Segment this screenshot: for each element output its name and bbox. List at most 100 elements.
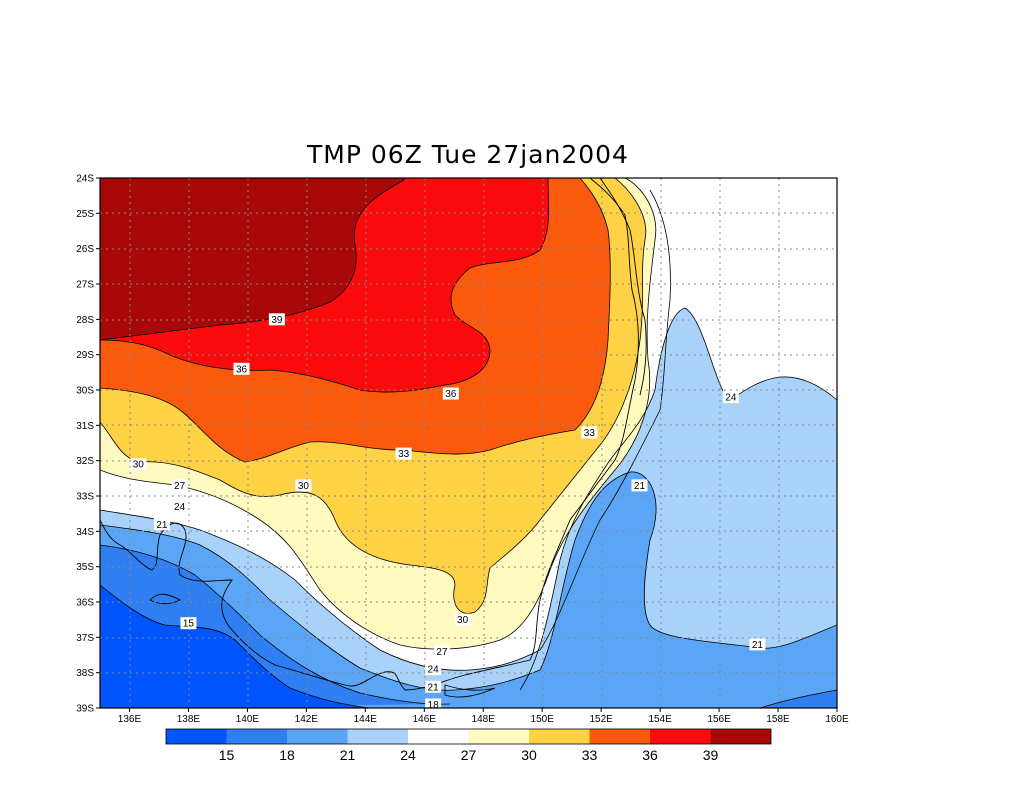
band-gt39 [100, 178, 405, 340]
colorbar-swatch [529, 729, 590, 744]
colorbar-swatch [166, 729, 227, 744]
contour-label: 24 [722, 391, 739, 404]
lat-tick-label: 35S [76, 562, 94, 573]
band-15-18-offshore [760, 690, 837, 708]
contour-label: 21 [631, 479, 648, 492]
lon-tick-label: 142E [295, 714, 319, 725]
colorbar: 15 18 21 24 27 30 33 36 39 [165, 728, 772, 763]
colorbar-swatch [408, 729, 469, 744]
colorbar-swatch [468, 729, 529, 744]
contour-label-bg [581, 426, 598, 439]
lon-tick-label: 156E [707, 714, 731, 725]
colorbar-swatch [650, 729, 711, 744]
colorbar-label: 15 [219, 747, 235, 763]
lat-tick-label: 38S [76, 668, 94, 679]
contour-label: 21 [425, 680, 442, 693]
contour-label: 15 [180, 617, 197, 630]
lat-tick-label: 30S [76, 386, 94, 397]
lat-tick-label: 31S [76, 421, 94, 432]
contour-label-text: 15 [183, 619, 195, 630]
contour-label-text: 39 [271, 315, 283, 326]
contour-label-text: 27 [436, 647, 448, 658]
contour-label-text: 27 [174, 481, 186, 492]
lat-tick-label: 26S [76, 244, 94, 255]
lon-tick-label: 150E [531, 714, 555, 725]
band-lt15-land [100, 585, 370, 708]
contour-label-bg [425, 680, 442, 693]
lon-tick-label: 152E [589, 714, 613, 725]
lat-tick-label: 24S [76, 174, 94, 185]
contour-label-text: 24 [174, 502, 186, 513]
contour-label-bg [433, 645, 450, 658]
lat-tick-label: 27S [76, 280, 94, 291]
contour-label-bg [268, 313, 285, 326]
lat-tick-label: 25S [76, 209, 94, 220]
grid-lines [100, 178, 837, 708]
contour-label-text: 33 [398, 449, 410, 460]
contour-label-bg [295, 479, 312, 492]
colorbar-label: 18 [279, 747, 295, 763]
contour-label-text: 18 [428, 700, 440, 711]
coastline [100, 178, 647, 698]
contour-label: 36 [233, 362, 250, 375]
lat-tick-label: 36S [76, 598, 94, 609]
contour-label: 30 [295, 479, 312, 492]
lon-tick-label: 154E [648, 714, 672, 725]
map-title: TMP 06Z Tue 27jan2004 [307, 140, 629, 169]
contour-label: 33 [581, 426, 598, 439]
colorbar-label: 27 [461, 747, 477, 763]
contour-label: 24 [425, 663, 442, 676]
contour-label-bg [425, 663, 442, 676]
lon-tick-label: 144E [354, 714, 378, 725]
contour-label: 21 [749, 638, 766, 651]
contour-label: 27 [171, 479, 188, 492]
colorbar-swatch [226, 729, 287, 744]
contour-label-text: 24 [428, 665, 440, 676]
contour-label-bg [130, 458, 147, 471]
contour-label-bg [442, 387, 459, 400]
contour-label: 33 [395, 447, 412, 460]
lat-tick-label: 37S [76, 633, 94, 644]
colorbar-swatch [710, 729, 771, 744]
lat-tick-label: 39S [76, 704, 94, 715]
contour-label: 27 [433, 645, 450, 658]
lon-tick-label: 138E [177, 714, 201, 725]
contour-label-layer: 39 36 36 33 33 30 30 30 27 24 21 27 24 21 18 15 24 21 21 [130, 313, 766, 711]
contour-label-bg [395, 447, 412, 460]
lat-tick-label: 34S [76, 527, 94, 538]
contour-label-bg [631, 479, 648, 492]
lon-tick-label: 146E [413, 714, 437, 725]
lon-tick-label: 160E [825, 714, 849, 725]
colorbar-swatch [347, 729, 408, 744]
contour-label-text: 21 [428, 682, 440, 693]
contour-fill-layer [100, 178, 837, 708]
contour-label-bg [454, 613, 471, 626]
contour-label: 30 [130, 458, 147, 471]
colorbar-swatch [287, 729, 348, 744]
longitude-axis: 136E 138E 140E 142E 144E 146E 148E 150E 152E 154E… [118, 708, 849, 725]
colorbar-label: 33 [582, 747, 598, 763]
contour-label-bg [233, 362, 250, 375]
colorbar-label: 36 [642, 747, 658, 763]
lon-tick-label: 140E [236, 714, 260, 725]
contour-label: 39 [268, 313, 285, 326]
lat-tick-label: 28S [76, 315, 94, 326]
lon-tick-label: 148E [472, 714, 496, 725]
contour-label-bg [153, 518, 170, 531]
contour-label-text: 36 [445, 389, 457, 400]
lon-tick-label: 136E [118, 714, 142, 725]
contour-label-text: 21 [752, 640, 764, 651]
contour-label: 36 [442, 387, 459, 400]
contour-label: 21 [153, 518, 170, 531]
contour-label-bg [749, 638, 766, 651]
contour-label: 24 [171, 500, 188, 513]
colorbar-label: 30 [521, 747, 537, 763]
contour-label-text: 21 [634, 481, 646, 492]
lat-tick-label: 29S [76, 350, 94, 361]
contour-label-bg [171, 479, 188, 492]
colorbar-label: 21 [340, 747, 356, 763]
colorbar-label: 39 [703, 747, 719, 763]
contour-label-text: 33 [584, 428, 596, 439]
colorbar-label: 24 [400, 747, 416, 763]
